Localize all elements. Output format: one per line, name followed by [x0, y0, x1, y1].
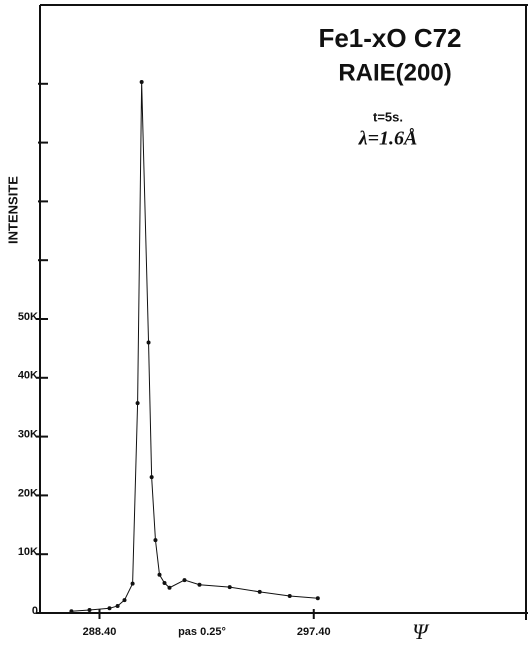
data-point: [182, 578, 187, 583]
data-point: [135, 401, 140, 406]
data-point: [153, 538, 158, 543]
annotation: t=5s.: [373, 109, 403, 124]
annotation: pas 0.25°: [178, 626, 226, 638]
data-point: [197, 582, 202, 587]
data-point: [87, 608, 92, 613]
data-point: [107, 606, 112, 611]
chart-title: Fe1-xO C72: [318, 23, 461, 53]
data-point: [122, 598, 127, 603]
data-point: [130, 581, 135, 586]
y-tick-label: 10K: [18, 546, 38, 558]
data-point: [227, 585, 232, 590]
data-point: [115, 603, 120, 608]
data-point: [157, 572, 162, 577]
annotation: λ=1.6Å: [358, 128, 418, 150]
chart-subtitle: RAIE(200): [338, 59, 451, 86]
y-tick-label: 30K: [18, 429, 38, 441]
data-point: [69, 609, 74, 614]
y-tick-label: 50K: [18, 311, 38, 323]
data-line: [71, 82, 318, 612]
y-tick-label: 40K: [18, 370, 38, 382]
x-tick-label: 297.40: [297, 626, 331, 638]
data-point: [146, 340, 151, 345]
data-point: [162, 581, 167, 586]
data-point: [287, 593, 292, 598]
data-point: [149, 475, 154, 480]
y-tick-label: 20K: [18, 487, 38, 499]
data-point: [257, 589, 262, 594]
data-point: [315, 596, 320, 601]
data-point: [167, 585, 172, 590]
data-point: [139, 80, 144, 85]
x-tick-label: 288.40: [83, 626, 117, 638]
y-tick-label: 0: [32, 605, 38, 617]
x-axis-label: Ψ: [412, 619, 430, 644]
y-axis-label: INTENSITE: [5, 176, 20, 244]
